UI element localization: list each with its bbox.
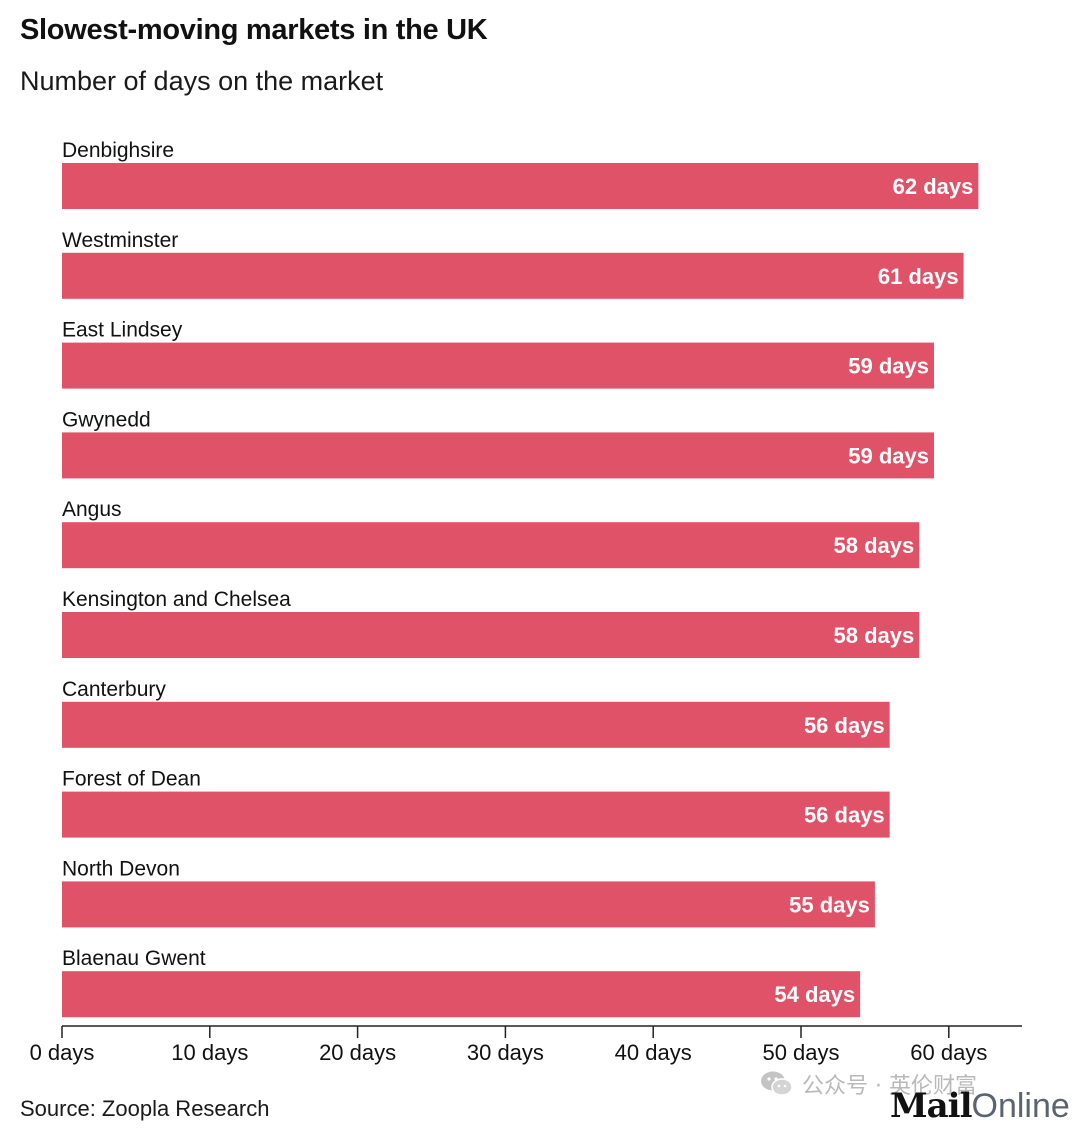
bar (62, 163, 979, 209)
category-label: East Lindsey (62, 319, 183, 342)
x-tick-label: 40 days (615, 1040, 692, 1065)
bar (62, 342, 935, 389)
category-label: North Devon (62, 857, 180, 880)
x-tick-label: 0 days (30, 1040, 95, 1065)
category-label: Angus (62, 498, 122, 521)
x-tick-label: 20 days (319, 1040, 396, 1065)
category-label: Westminster (62, 229, 178, 252)
bar (62, 612, 920, 658)
mailonline-logo: MailOnline (890, 1086, 1070, 1126)
bar-value-label: 59 days (848, 354, 929, 379)
bar-chart: Denbighsire 62 days Westminster 61 days East… (30, 139, 1022, 1065)
bar (62, 791, 890, 838)
x-tick-label: 50 days (762, 1040, 839, 1065)
source-note: Source: Zoopla Research (20, 1096, 270, 1121)
category-label: Forest of Dean (62, 768, 201, 791)
category-label: Gwynedd (62, 408, 151, 431)
x-tick-label: 10 days (171, 1040, 248, 1065)
bar-value-label: 61 days (878, 264, 959, 289)
bar (62, 881, 875, 928)
category-label: Canterbury (62, 678, 166, 701)
x-tick-label: 60 days (910, 1040, 987, 1065)
bar-value-label: 58 days (834, 533, 915, 558)
bar-value-label: 54 days (774, 982, 855, 1007)
watermark-text: 公众号 · 英伦财富 (802, 1074, 977, 1099)
bar (62, 432, 935, 479)
category-label: Blaenau Gwent (62, 947, 206, 970)
logo-online: Online (971, 1087, 1070, 1125)
watermark: 公众号 · 英伦财富 (760, 1068, 977, 1100)
logo-mail: Mail (890, 1086, 972, 1126)
bar-value-label: 56 days (804, 713, 885, 738)
category-label: Denbighsire (62, 139, 174, 162)
bar-value-label: 62 days (893, 174, 974, 199)
chart-title: Slowest-moving markets in the UK (20, 14, 488, 46)
bar-value-label: 58 days (834, 623, 915, 648)
bar-value-label: 55 days (789, 892, 870, 917)
bar (62, 971, 861, 1018)
bar (62, 252, 964, 299)
wechat-icon (761, 1071, 793, 1096)
bar (62, 522, 920, 569)
chart-subtitle: Number of days on the market (20, 66, 384, 96)
bar-value-label: 56 days (804, 803, 885, 828)
x-tick-label: 30 days (467, 1040, 544, 1065)
bar (62, 701, 890, 748)
bar-value-label: 59 days (848, 443, 929, 468)
category-label: Kensington and Chelsea (62, 588, 291, 611)
